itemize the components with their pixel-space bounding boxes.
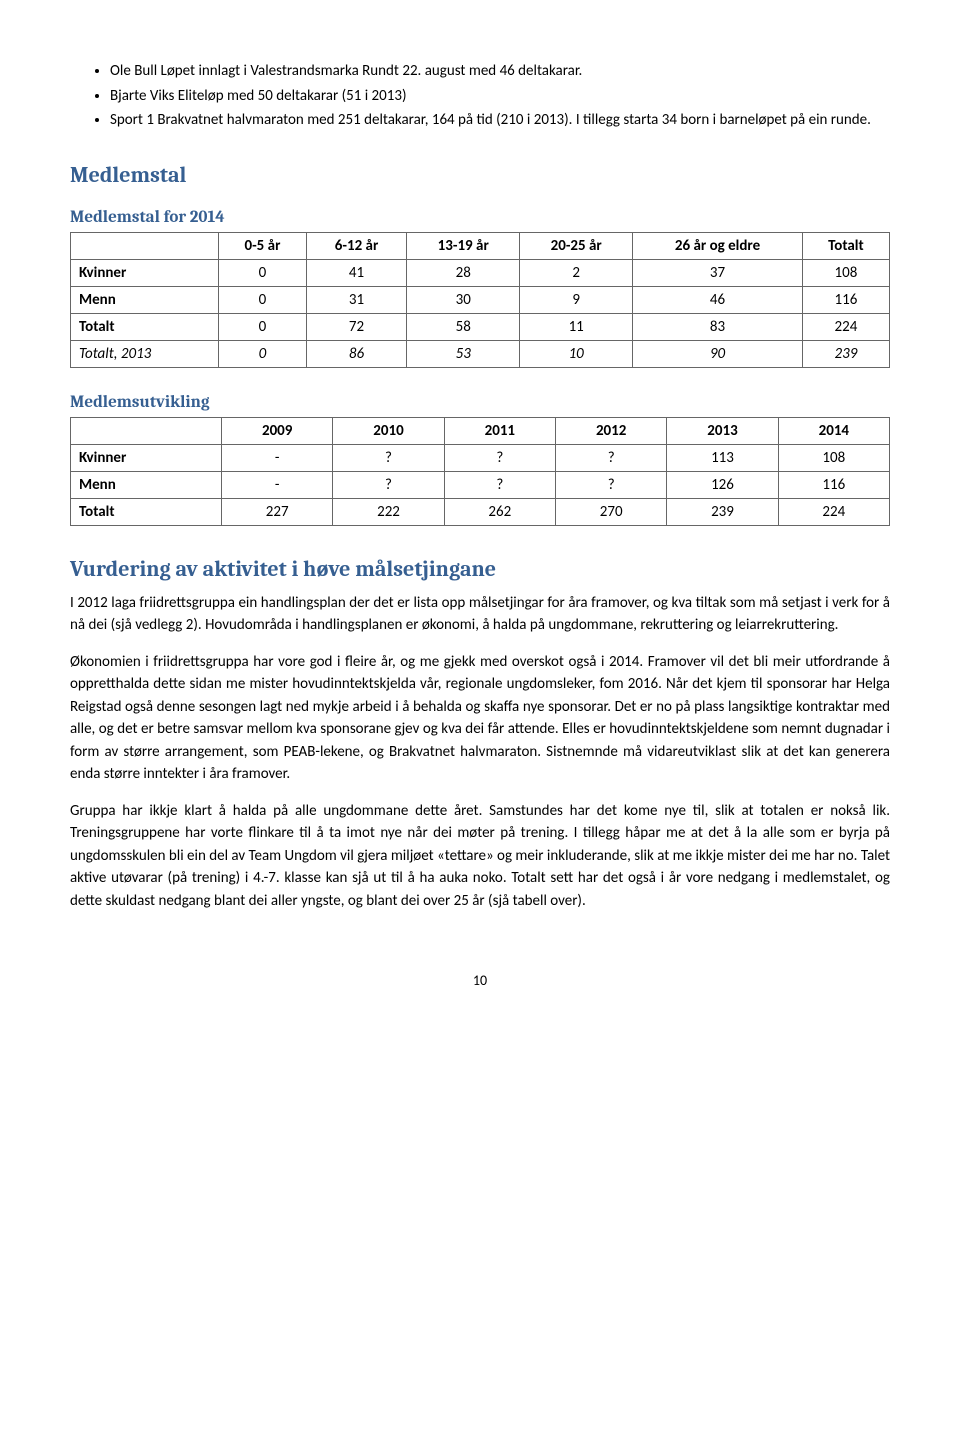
table-medlemsutvikling: 2009 2010 2011 2012 2013 2014 Kvinner - …	[70, 417, 890, 526]
table-header-row: 0-5 år 6-12 år 13-19 år 20-25 år 26 år o…	[71, 232, 890, 259]
table-cell: -	[222, 471, 333, 498]
table-cell: 222	[333, 498, 444, 525]
table-cell: 30	[407, 286, 520, 313]
table-cell: ?	[556, 471, 667, 498]
table-header: Totalt	[802, 232, 889, 259]
heading-medlemstal-2014: Medlemstal for 2014	[70, 208, 890, 227]
table-header-row: 2009 2010 2011 2012 2013 2014	[71, 417, 890, 444]
table-cell: 31	[306, 286, 406, 313]
table-cell: 58	[407, 313, 520, 340]
table-cell: 46	[633, 286, 803, 313]
table-cell: 9	[520, 286, 633, 313]
table-cell: 108	[778, 444, 889, 471]
table-header	[71, 417, 222, 444]
table-header: 2013	[667, 417, 778, 444]
table-header: 2009	[222, 417, 333, 444]
table-cell: Totalt	[71, 313, 219, 340]
table-cell: ?	[333, 471, 444, 498]
table-cell: 37	[633, 259, 803, 286]
table-cell: 224	[778, 498, 889, 525]
table-cell: ?	[444, 471, 555, 498]
paragraph: I 2012 laga friidrettsgruppa ein handlin…	[70, 592, 890, 637]
table-cell: ?	[556, 444, 667, 471]
table-header: 2014	[778, 417, 889, 444]
table-cell: 41	[306, 259, 406, 286]
table-cell: -	[222, 444, 333, 471]
table-cell: 28	[407, 259, 520, 286]
list-item: Sport 1 Brakvatnet halvmaraton med 251 d…	[110, 109, 890, 132]
page-number: 10	[70, 972, 890, 989]
table-cell: Menn	[71, 286, 219, 313]
table-cell: 83	[633, 313, 803, 340]
heading-vurdering: Vurdering av aktivitet i høve målsetjing…	[70, 556, 890, 582]
table-header: 0-5 år	[219, 232, 307, 259]
table-row: Menn 0 31 30 9 46 116	[71, 286, 890, 313]
table-cell: Kvinner	[71, 444, 222, 471]
table-cell: 53	[407, 340, 520, 367]
table-header: 2012	[556, 417, 667, 444]
table-cell: 239	[667, 498, 778, 525]
table-cell: 108	[802, 259, 889, 286]
table-cell: 0	[219, 259, 307, 286]
table-cell: Kvinner	[71, 259, 219, 286]
table-cell: 0	[219, 286, 307, 313]
heading-medlemsutvikling: Medlemsutvikling	[70, 393, 890, 412]
table-row: Kvinner 0 41 28 2 37 108	[71, 259, 890, 286]
table-header: 6-12 år	[306, 232, 406, 259]
table-cell: 239	[802, 340, 889, 367]
table-cell: 116	[802, 286, 889, 313]
table-cell: 227	[222, 498, 333, 525]
table-cell: 262	[444, 498, 555, 525]
table-row: Menn - ? ? ? 126 116	[71, 471, 890, 498]
table-cell: 90	[633, 340, 803, 367]
table-header	[71, 232, 219, 259]
table-cell: Totalt, 2013	[71, 340, 219, 367]
table-header: 2011	[444, 417, 555, 444]
table-medlemstal-2014: 0-5 år 6-12 år 13-19 år 20-25 år 26 år o…	[70, 232, 890, 368]
list-item: Bjarte Viks Eliteløp med 50 deltakarar (…	[110, 85, 890, 108]
table-cell: 86	[306, 340, 406, 367]
heading-medlemstal: Medlemstal	[70, 162, 890, 188]
table-cell: 270	[556, 498, 667, 525]
table-row-italic: Totalt, 2013 0 86 53 10 90 239	[71, 340, 890, 367]
table-header: 2010	[333, 417, 444, 444]
table-header: 20-25 år	[520, 232, 633, 259]
table-cell: 116	[778, 471, 889, 498]
table-cell: 224	[802, 313, 889, 340]
table-header: 26 år og eldre	[633, 232, 803, 259]
table-cell: 2	[520, 259, 633, 286]
table-cell: ?	[333, 444, 444, 471]
paragraph: Gruppa har ikkje klart å halda på alle u…	[70, 800, 890, 913]
table-row: Totalt 227 222 262 270 239 224	[71, 498, 890, 525]
list-item: Ole Bull Løpet innlagt i Valestrandsmark…	[110, 60, 890, 83]
table-cell: 10	[520, 340, 633, 367]
paragraph: Økonomien i friidrettsgruppa har vore go…	[70, 651, 890, 786]
table-cell: 0	[219, 340, 307, 367]
table-cell: 126	[667, 471, 778, 498]
table-cell: 72	[306, 313, 406, 340]
table-row: Kvinner - ? ? ? 113 108	[71, 444, 890, 471]
table-cell: 0	[219, 313, 307, 340]
table-cell: ?	[444, 444, 555, 471]
table-cell: 113	[667, 444, 778, 471]
table-row: Totalt 0 72 58 11 83 224	[71, 313, 890, 340]
table-cell: 11	[520, 313, 633, 340]
table-cell: Menn	[71, 471, 222, 498]
table-header: 13-19 år	[407, 232, 520, 259]
table-cell: Totalt	[71, 498, 222, 525]
bullet-list: Ole Bull Løpet innlagt i Valestrandsmark…	[70, 60, 890, 132]
